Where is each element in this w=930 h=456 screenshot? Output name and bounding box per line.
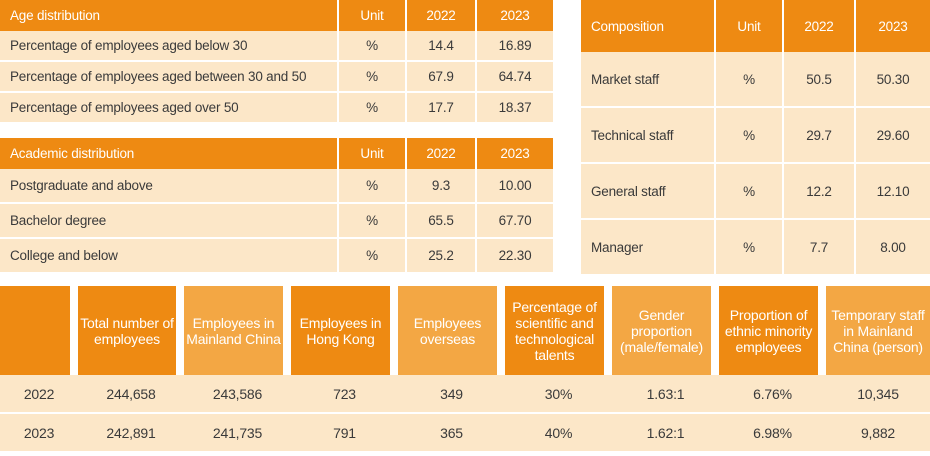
- row-label: Postgraduate and above: [0, 169, 339, 204]
- table-row: Market staff % 50.5 50.30: [581, 52, 930, 108]
- row-gender: 1.62:1: [612, 414, 719, 451]
- row-unit: %: [716, 108, 784, 164]
- row-label: Percentage of employees aged between 30 …: [0, 62, 339, 93]
- row-label: Technical staff: [581, 108, 716, 164]
- summary-header-mainland: Employees in Mainland China: [184, 286, 291, 375]
- row-value-2023: 18.37: [477, 93, 553, 122]
- table-row: College and below % 25.2 22.30: [0, 239, 553, 272]
- summary-header-total: Total number of employees: [78, 286, 184, 375]
- row-unit: %: [716, 164, 784, 220]
- row-value-2022: 67.9: [407, 62, 477, 93]
- row-label: Manager: [581, 220, 716, 274]
- row-value-2022: 25.2: [407, 239, 477, 272]
- table-row: General staff % 12.2 12.10: [581, 164, 930, 220]
- row-hong-kong: 791: [291, 414, 398, 451]
- row-value-2022: 14.4: [407, 31, 477, 62]
- table-row: Postgraduate and above % 9.3 10.00: [0, 169, 553, 204]
- row-value-2022: 9.3: [407, 169, 477, 204]
- row-value-2022: 7.7: [784, 220, 856, 274]
- row-hong-kong: 723: [291, 375, 398, 412]
- composition-table: Composition Unit 2022 2023 Market staff …: [581, 0, 930, 274]
- row-year: 2023: [0, 414, 78, 451]
- row-value-2023: 67.70: [477, 204, 553, 239]
- row-label: Percentage of employees aged below 30: [0, 31, 339, 62]
- row-value-2022: 65.5: [407, 204, 477, 239]
- academic-distribution-table: Academic distribution Unit 2022 2023 Pos…: [0, 138, 553, 272]
- row-value-2023: 10.00: [477, 169, 553, 204]
- row-label: Market staff: [581, 52, 716, 108]
- composition-header-2022: 2022: [784, 0, 856, 52]
- summary-header-year: [0, 286, 78, 375]
- summary-header-minority: Proportion of ethnic minority employees: [719, 286, 826, 375]
- row-talents: 30%: [505, 375, 612, 412]
- composition-header-2023: 2023: [856, 0, 930, 52]
- age-distribution-table: Age distribution Unit 2022 2023 Percenta…: [0, 0, 553, 122]
- academic-header-unit: Unit: [339, 138, 407, 169]
- row-value-2023: 22.30: [477, 239, 553, 272]
- age-header-2023: 2023: [477, 0, 553, 31]
- row-value-2023: 29.60: [856, 108, 930, 164]
- row-value-2023: 64.74: [477, 62, 553, 93]
- age-header-label: Age distribution: [0, 0, 339, 31]
- row-value-2023: 12.10: [856, 164, 930, 220]
- row-unit: %: [339, 93, 407, 122]
- row-unit: %: [339, 31, 407, 62]
- row-label: Percentage of employees aged over 50: [0, 93, 339, 122]
- row-label: Bachelor degree: [0, 204, 339, 239]
- row-talents: 40%: [505, 414, 612, 451]
- row-value-2022: 17.7: [407, 93, 477, 122]
- row-year: 2022: [0, 375, 78, 412]
- row-value-2022: 50.5: [784, 52, 856, 108]
- row-minority: 6.76%: [719, 375, 826, 412]
- row-unit: %: [716, 52, 784, 108]
- table-row: Technical staff % 29.7 29.60: [581, 108, 930, 164]
- employee-summary-table: Total number of employees Employees in M…: [0, 286, 930, 451]
- row-temporary: 9,882: [826, 414, 930, 451]
- table-row: Manager % 7.7 8.00: [581, 220, 930, 274]
- row-temporary: 10,345: [826, 375, 930, 412]
- table-row: Bachelor degree % 65.5 67.70: [0, 204, 553, 239]
- row-gender: 1.63:1: [612, 375, 719, 412]
- table-row: 2022 244,658 243,586 723 349 30% 1.63:1 …: [0, 375, 930, 412]
- row-total: 242,891: [78, 414, 184, 451]
- age-header-2022: 2022: [407, 0, 477, 31]
- row-overseas: 349: [398, 375, 505, 412]
- row-unit: %: [716, 220, 784, 274]
- row-value-2023: 8.00: [856, 220, 930, 274]
- summary-header-overseas: Employees overseas: [398, 286, 505, 375]
- summary-header-talents: Percentage of scientific and technologic…: [505, 286, 612, 375]
- row-unit: %: [339, 239, 407, 272]
- table-row: 2023 242,891 241,735 791 365 40% 1.62:1 …: [0, 414, 930, 451]
- row-mainland: 243,586: [184, 375, 291, 412]
- table-row: Percentage of employees aged between 30 …: [0, 62, 553, 93]
- row-label: General staff: [581, 164, 716, 220]
- table-row: Percentage of employees aged below 30 % …: [0, 31, 553, 62]
- age-header-unit: Unit: [339, 0, 407, 31]
- summary-header-temporary: Temporary staff in Mainland China (perso…: [826, 286, 930, 375]
- row-mainland: 241,735: [184, 414, 291, 451]
- row-total: 244,658: [78, 375, 184, 412]
- composition-header-label: Composition: [581, 0, 716, 52]
- academic-header-2022: 2022: [407, 138, 477, 169]
- row-minority: 6.98%: [719, 414, 826, 451]
- row-value-2023: 16.89: [477, 31, 553, 62]
- academic-header-2023: 2023: [477, 138, 553, 169]
- row-label: College and below: [0, 239, 339, 272]
- row-unit: %: [339, 204, 407, 239]
- row-unit: %: [339, 169, 407, 204]
- row-value-2023: 50.30: [856, 52, 930, 108]
- summary-header-gender: Gender proportion (male/female): [612, 286, 719, 375]
- row-value-2022: 12.2: [784, 164, 856, 220]
- summary-header-hong-kong: Employees in Hong Kong: [291, 286, 398, 375]
- row-value-2022: 29.7: [784, 108, 856, 164]
- table-row: Percentage of employees aged over 50 % 1…: [0, 93, 553, 122]
- row-overseas: 365: [398, 414, 505, 451]
- academic-header-label: Academic distribution: [0, 138, 339, 169]
- composition-header-unit: Unit: [716, 0, 784, 52]
- row-unit: %: [339, 62, 407, 93]
